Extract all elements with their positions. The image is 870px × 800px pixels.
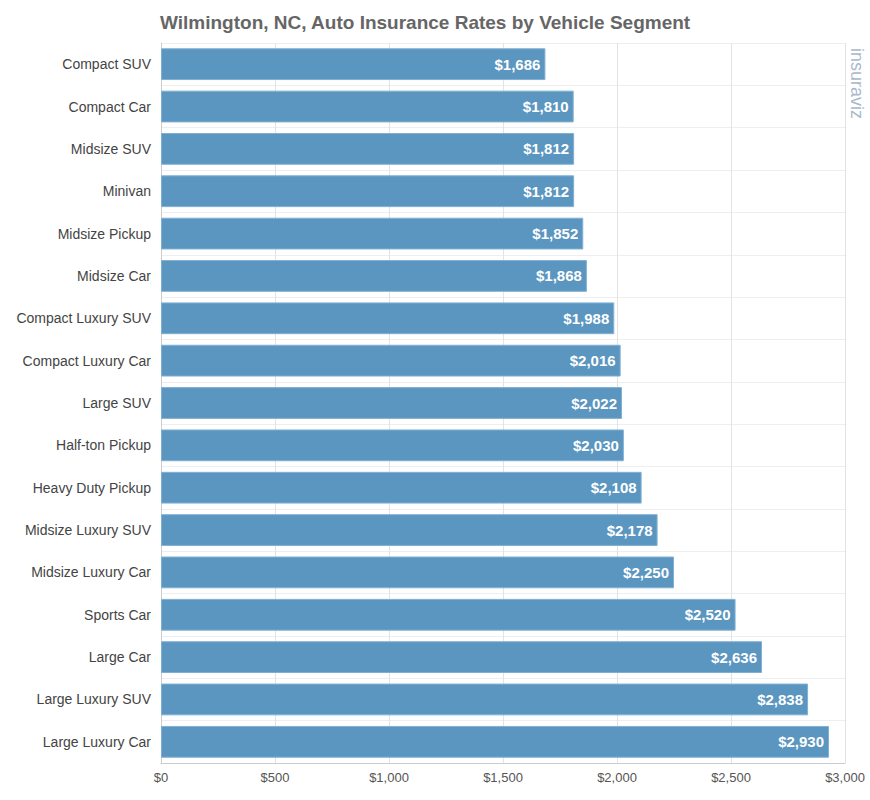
svg-text:Compact Car: Compact Car: [69, 99, 152, 115]
svg-text:Heavy Duty Pickup: Heavy Duty Pickup: [33, 480, 151, 496]
svg-text:$1,868: $1,868: [536, 267, 582, 284]
svg-text:$2,000: $2,000: [597, 770, 637, 785]
svg-text:Large Car: Large Car: [89, 649, 152, 665]
svg-text:Large SUV: Large SUV: [83, 395, 152, 411]
svg-text:$1,500: $1,500: [483, 770, 523, 785]
svg-text:$1,000: $1,000: [369, 770, 409, 785]
svg-text:$2,500: $2,500: [711, 770, 751, 785]
svg-text:Compact Luxury SUV: Compact Luxury SUV: [16, 310, 151, 326]
svg-text:$1,988: $1,988: [563, 310, 609, 327]
svg-text:$2,930: $2,930: [778, 733, 824, 750]
svg-text:$0: $0: [154, 770, 168, 785]
svg-text:Half-ton Pickup: Half-ton Pickup: [56, 437, 151, 453]
svg-text:Midsize SUV: Midsize SUV: [71, 141, 152, 157]
svg-text:insuraviz: insuraviz: [847, 48, 867, 119]
svg-text:Wilmington, NC, Auto Insurance: Wilmington, NC, Auto Insurance Rates by …: [160, 12, 691, 33]
svg-text:$2,030: $2,030: [573, 437, 619, 454]
svg-text:$1,852: $1,852: [532, 225, 578, 242]
svg-text:$2,016: $2,016: [570, 352, 616, 369]
svg-text:Compact SUV: Compact SUV: [62, 56, 151, 72]
svg-text:Minivan: Minivan: [103, 183, 151, 199]
svg-text:Midsize Luxury Car: Midsize Luxury Car: [31, 564, 151, 580]
svg-text:Large Luxury SUV: Large Luxury SUV: [37, 691, 152, 707]
svg-text:$1,686: $1,686: [495, 56, 541, 73]
svg-text:Midsize Car: Midsize Car: [77, 268, 151, 284]
svg-text:$1,810: $1,810: [523, 98, 569, 115]
svg-text:$2,636: $2,636: [711, 649, 757, 666]
svg-text:$2,250: $2,250: [623, 564, 669, 581]
svg-text:Midsize Pickup: Midsize Pickup: [58, 226, 152, 242]
svg-text:$1,812: $1,812: [523, 183, 569, 200]
svg-text:$2,520: $2,520: [685, 606, 731, 623]
svg-text:$500: $500: [261, 770, 290, 785]
svg-text:Sports Car: Sports Car: [84, 607, 151, 623]
svg-text:$2,838: $2,838: [757, 691, 803, 708]
svg-text:$3,000: $3,000: [825, 770, 865, 785]
svg-text:$1,812: $1,812: [523, 140, 569, 157]
svg-text:$2,108: $2,108: [591, 479, 637, 496]
svg-text:Midsize Luxury SUV: Midsize Luxury SUV: [25, 522, 152, 538]
svg-text:Large Luxury Car: Large Luxury Car: [43, 734, 152, 750]
svg-text:$2,178: $2,178: [607, 522, 653, 539]
svg-text:$2,022: $2,022: [571, 395, 617, 412]
svg-text:Compact Luxury Car: Compact Luxury Car: [23, 353, 152, 369]
